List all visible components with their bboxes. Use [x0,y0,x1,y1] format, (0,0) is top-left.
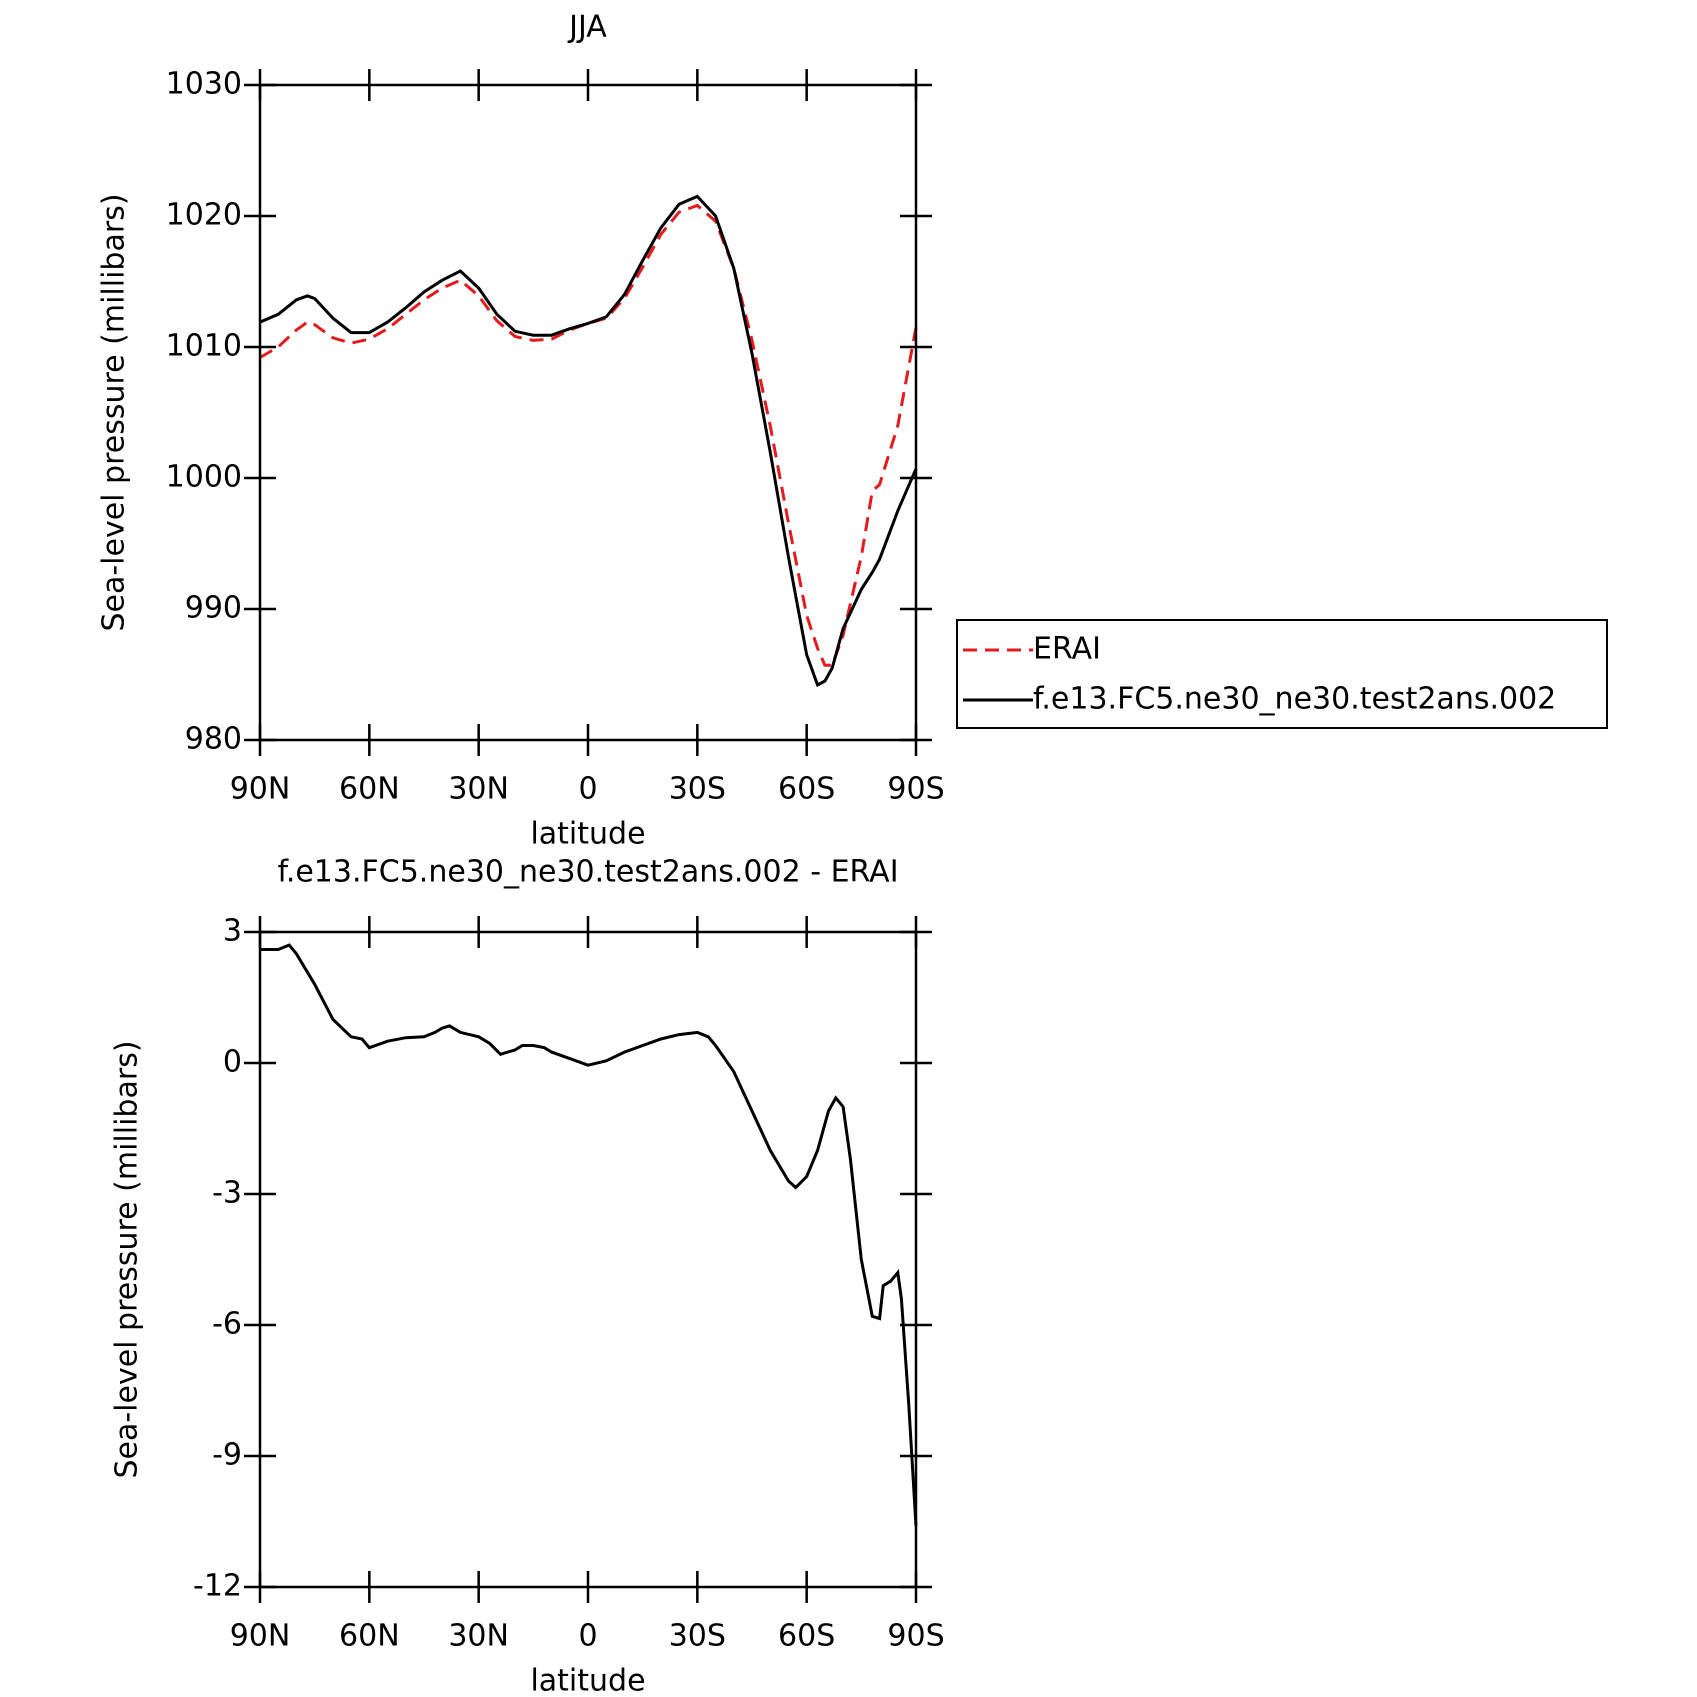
y-axis-label: Sea-level pressure (millibars) [110,1040,145,1478]
x-tick-label: 90N [230,772,291,807]
x-tick-label: 90N [230,1619,291,1654]
x-tick-label: 30N [448,1619,509,1654]
plot-frame [258,930,918,1589]
x-tick-label: 0 [578,772,597,807]
y-tick-label: 0 [223,1045,242,1080]
x-tick-label: 0 [578,1619,597,1654]
chart-title: f.e13.FC5.ne30_ne30.test2ans.002 - ERAI [277,855,898,890]
y-tick-label: 3 [223,914,242,949]
y-tick-label: -12 [193,1569,242,1604]
x-tick-label: 60S [778,1619,835,1654]
x-tick-label: 90S [887,772,944,807]
x-tick-label: 30S [669,1619,726,1654]
data-line [259,194,918,688]
data-line [259,203,918,667]
x-axis-label: latitude [530,1664,645,1697]
x-tick-label: 60N [339,772,400,807]
x-tick-label: 30N [448,772,509,807]
y-tick-label: 1020 [166,198,242,233]
y-tick-label: 1010 [166,329,242,364]
data-line [260,943,918,1526]
chart-title: JJA [567,10,607,45]
x-tick-label: 30S [669,772,726,807]
y-tick-label: -6 [212,1307,242,1342]
y-tick-label: 980 [185,722,242,757]
x-axis-label: latitude [530,817,645,852]
y-tick-label: 1030 [166,67,242,102]
x-tick-label: 60N [339,1619,400,1654]
plot-frame [258,83,918,742]
y-axis-label: Sea-level pressure (millibars) [97,193,132,631]
y-tick-label: 1000 [166,460,242,495]
legend-label: ERAI [1033,632,1101,667]
y-tick-label: -9 [212,1438,242,1473]
y-tick-label: 990 [185,591,242,626]
x-tick-label: 90S [887,1619,944,1654]
x-tick-label: 60S [778,772,835,807]
legend-label: f.e13.FC5.ne30_ne30.test2ans.002 [1033,682,1556,717]
legend-box [956,619,1608,729]
y-tick-label: -3 [212,1176,242,1211]
